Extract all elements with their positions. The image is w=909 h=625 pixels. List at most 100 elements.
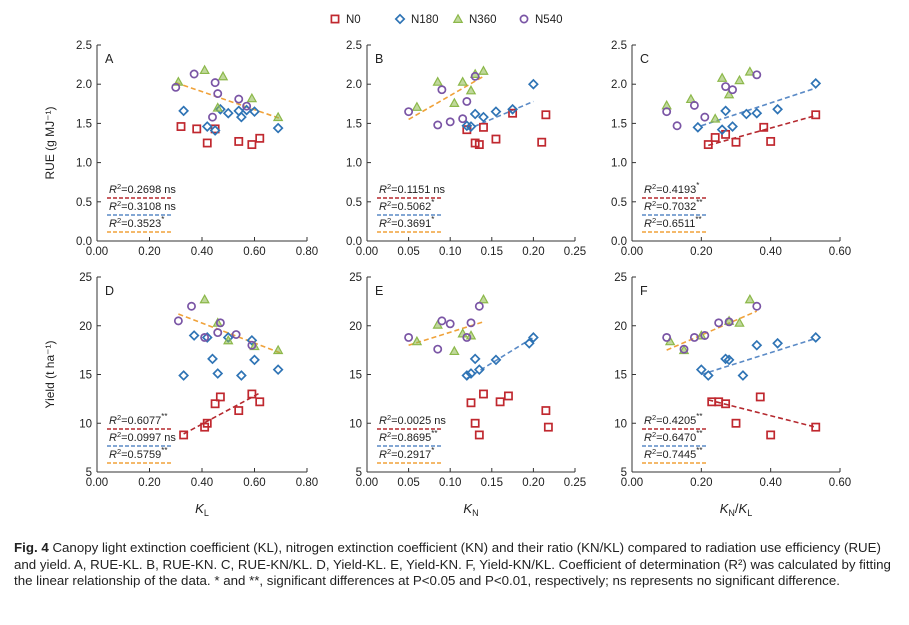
fit-line-n360: [175, 81, 282, 120]
data-point-n540: [171, 82, 181, 92]
data-point-n540: [662, 333, 672, 342]
y-axis-label: Yield (t ha⁻¹): [43, 341, 57, 409]
data-point-n180: [207, 353, 218, 365]
data-point-n0: [766, 136, 776, 146]
data-point-n360: [217, 70, 229, 81]
data-point-n540: [679, 344, 689, 354]
data-point-n0: [541, 110, 551, 120]
legend-label-n540: N540: [535, 14, 563, 26]
series-n0: [703, 110, 821, 150]
data-point-n360: [272, 111, 284, 122]
y-tick-label: 0.0: [611, 236, 627, 248]
legend-marker-n180: [394, 13, 406, 25]
data-point-n180: [695, 364, 707, 376]
legend-marker-n0: [330, 14, 340, 24]
y-tick-label: 1.5: [611, 118, 627, 130]
x-tick-label: 0.05: [397, 477, 419, 489]
r2-annotation-n0: R2=0.1151 ns: [379, 182, 446, 196]
series-n360: [664, 293, 756, 355]
y-tick-label: 2.0: [611, 79, 627, 91]
data-point-n0: [176, 122, 186, 131]
data-point-n540: [437, 85, 447, 95]
fit-line-n360: [408, 75, 484, 121]
fit-line-n0: [708, 399, 816, 428]
data-point-n540: [433, 120, 443, 130]
fit-line-n0: [708, 114, 816, 147]
y-tick-label: 1.0: [611, 158, 627, 170]
data-point-n360: [685, 93, 697, 104]
data-point-n360: [411, 335, 423, 346]
r2-annotation-n360: R2=0.2917*: [379, 446, 434, 461]
data-point-n540: [700, 112, 710, 122]
y-tick-label: 2.5: [346, 40, 362, 52]
data-point-n180: [507, 103, 519, 115]
data-point-n180: [737, 370, 749, 381]
data-point-n180: [465, 368, 477, 379]
y-tick-label: 25: [79, 272, 92, 284]
data-point-n0: [210, 399, 220, 409]
r2-annotation-n360: R2=0.3691*: [379, 215, 434, 230]
data-point-n0: [234, 406, 244, 416]
data-point-n0: [255, 133, 265, 143]
data-point-n0: [731, 137, 741, 147]
x-tick-label: 0.10: [439, 246, 461, 258]
x-tick-label: 0.60: [829, 246, 851, 258]
y-tick-label: 2.0: [76, 79, 92, 91]
data-point-n180: [469, 353, 481, 365]
data-point-n540: [724, 317, 734, 327]
data-point-n0: [766, 430, 776, 440]
y-tick-label: 15: [349, 370, 362, 382]
y-tick-label: 0.5: [76, 197, 92, 209]
x-tick-label: 0.40: [191, 477, 213, 489]
data-point-n180: [235, 111, 247, 123]
series-n0: [179, 389, 265, 440]
x-tick-label: 0.00: [86, 477, 108, 489]
series-n540: [404, 71, 480, 130]
data-point-n180: [178, 370, 190, 381]
data-point-n180: [772, 337, 784, 349]
data-point-n540: [462, 96, 472, 106]
data-point-n180: [473, 364, 485, 376]
series-n180: [692, 78, 822, 136]
data-point-n360: [716, 72, 728, 82]
legend-item-n360: N360: [452, 13, 497, 26]
x-tick-label: 0.20: [138, 477, 160, 489]
panel-d: 5 10 15 20 25 0.00 0.20 0.40 0.60 0.80 D Yield (t h…: [43, 272, 318, 518]
fit-line-n0: [183, 392, 261, 435]
y-tick-label: 5: [86, 467, 92, 479]
data-point-n0: [491, 134, 501, 144]
data-point-n0: [474, 140, 484, 150]
data-point-n180: [246, 334, 258, 346]
y-tick-label: 5: [621, 467, 627, 479]
x-tick-label: 0.60: [243, 477, 265, 489]
data-point-n180: [810, 332, 822, 343]
data-point-n180: [178, 105, 190, 117]
x-tick-label: 0.40: [759, 246, 781, 258]
data-point-n0: [503, 391, 513, 401]
data-point-n540: [404, 107, 414, 117]
data-point-n0: [215, 392, 225, 402]
caption-label: Fig. 4: [14, 540, 49, 555]
x-tick-label: 0.00: [621, 246, 643, 258]
data-point-n540: [672, 121, 682, 131]
data-point-n0: [811, 422, 821, 432]
data-point-n540: [721, 82, 731, 92]
data-point-n0: [703, 140, 713, 150]
data-point-n180: [272, 364, 284, 376]
series-n0: [176, 122, 265, 150]
r2-annotation-n360: R2=0.7445**: [644, 446, 702, 461]
x-axis-label: KN​/KL​: [720, 501, 752, 518]
data-point-n360: [199, 293, 210, 304]
series-n360: [661, 66, 756, 123]
data-point-n0: [247, 389, 257, 399]
data-point-n0: [731, 418, 741, 428]
r2-annotation-n180: R2=0.5062*: [379, 198, 434, 213]
x-tick-label: 0.00: [621, 477, 643, 489]
x-tick-label: 0.60: [829, 477, 851, 489]
r2-annotation-n0: R2=0.2698 ns: [109, 182, 176, 196]
r2-annotation-n360: R2=0.5759**: [109, 446, 167, 461]
data-point-n180: [527, 332, 539, 343]
data-point-n180: [727, 121, 738, 132]
legend-label-n360: N360: [469, 14, 497, 26]
data-point-n360: [457, 76, 468, 86]
